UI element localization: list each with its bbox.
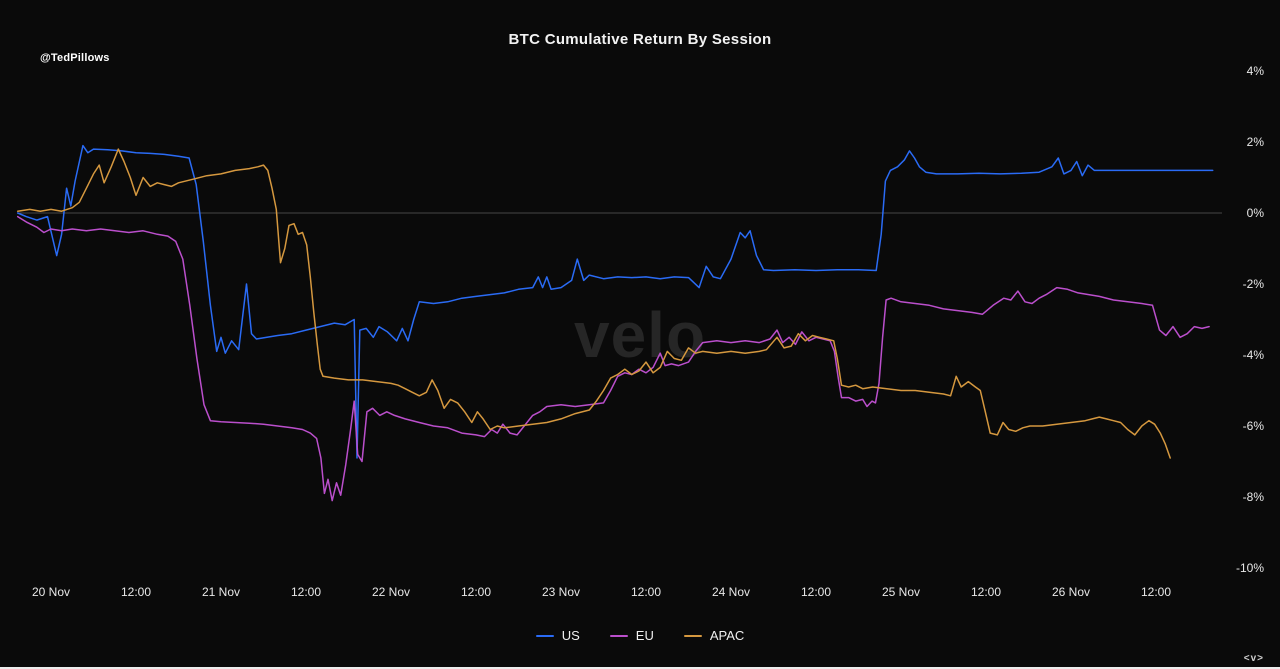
series-line-apac xyxy=(16,148,1171,459)
nav-arrows[interactable]: <v> xyxy=(1243,653,1264,664)
legend-swatch-apac xyxy=(683,634,702,637)
velo-brand-watermark: velo xyxy=(573,299,707,371)
x-axis-label: 12:00 xyxy=(800,585,832,599)
x-axis: 20 Nov 12:00 21 Nov 12:00 22 Nov 12:00 23 Nov 1… xyxy=(0,585,1280,601)
legend-label: EU xyxy=(635,628,654,643)
y-axis-label: 2% xyxy=(1246,135,1264,149)
chart-title: BTC Cumulative Return By Session xyxy=(508,31,772,48)
legend-swatch-eu xyxy=(609,634,628,637)
y-axis-label: 4% xyxy=(1246,64,1264,78)
x-axis-label: 24 Nov xyxy=(711,585,751,599)
x-axis-label: 12:00 xyxy=(120,585,152,599)
legend: US EU APAC xyxy=(0,628,1280,643)
x-axis-label: 25 Nov xyxy=(881,585,921,599)
y-axis-label: -10% xyxy=(1235,561,1264,575)
x-axis-label: 22 Nov xyxy=(371,585,411,599)
x-axis-label: 21 Nov xyxy=(201,585,241,599)
legend-label: US xyxy=(561,628,580,643)
x-axis-label: 23 Nov xyxy=(541,585,581,599)
y-axis-label: 0% xyxy=(1246,206,1264,220)
bottom-edge xyxy=(0,667,1280,669)
legend-item-eu[interactable]: EU xyxy=(609,628,654,643)
y-axis: 4% 2% 0% -2% -4% -6% -8% -10% xyxy=(1216,0,1264,669)
y-axis-label: -2% xyxy=(1242,277,1264,291)
y-axis-label: -4% xyxy=(1242,348,1264,362)
x-axis-label: 12:00 xyxy=(970,585,1002,599)
series-line-us xyxy=(16,144,1214,459)
legend-item-us[interactable]: US xyxy=(535,628,580,643)
x-axis-label: 20 Nov xyxy=(31,585,71,599)
y-axis-label: -6% xyxy=(1242,419,1264,433)
author-handle: @TedPillows xyxy=(40,52,110,64)
legend-label: APAC xyxy=(709,628,745,643)
legend-item-apac[interactable]: APAC xyxy=(683,628,745,643)
x-axis-label: 12:00 xyxy=(460,585,492,599)
x-axis-label: 12:00 xyxy=(290,585,322,599)
legend-swatch-us xyxy=(535,634,554,637)
x-axis-label: 12:00 xyxy=(630,585,662,599)
series-line-eu xyxy=(16,215,1210,502)
x-axis-label: 12:00 xyxy=(1140,585,1172,599)
x-axis-label: 26 Nov xyxy=(1051,585,1091,599)
y-axis-label: -8% xyxy=(1242,490,1264,504)
